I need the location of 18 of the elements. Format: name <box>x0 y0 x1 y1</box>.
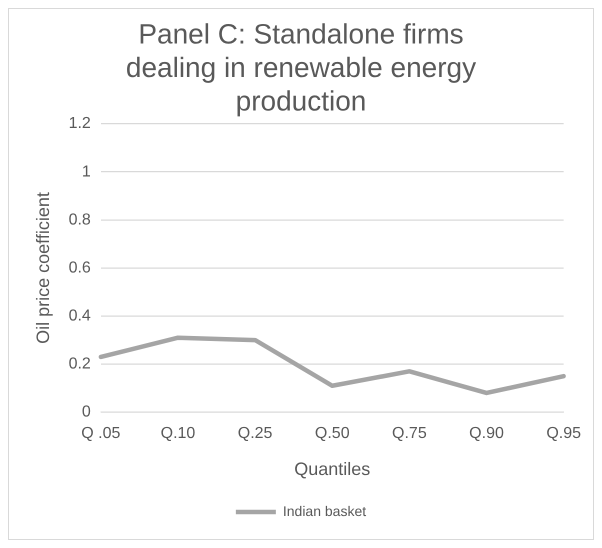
y-tick-label: 1 <box>82 163 91 180</box>
y-tick-label: 0.2 <box>68 356 91 373</box>
x-tick-label: Q .05 <box>81 425 121 442</box>
x-tick-label: Q.25 <box>238 425 273 442</box>
x-tick-label: Q.75 <box>392 425 427 442</box>
chart-title: Panel C: Standalone firms dealing in renewable energy production <box>126 18 476 117</box>
legend-label: Indian basket <box>282 502 366 519</box>
x-tick-label: Q.50 <box>314 425 350 442</box>
x-tick-label: Q.95 <box>546 425 582 442</box>
y-tick-label: 0.6 <box>68 259 91 276</box>
y-tick-label: 0 <box>82 404 91 421</box>
x-tick-label: Q.10 <box>160 425 196 442</box>
y-axis-title: Oil price coefficient <box>32 192 53 344</box>
x-axis-title: Quantiles <box>294 459 370 480</box>
y-tick-label: 1.2 <box>68 115 91 132</box>
y-tick-label: 0.8 <box>68 211 91 228</box>
x-tick-label: Q.90 <box>469 425 504 442</box>
y-tick-label: 0.4 <box>68 307 91 324</box>
